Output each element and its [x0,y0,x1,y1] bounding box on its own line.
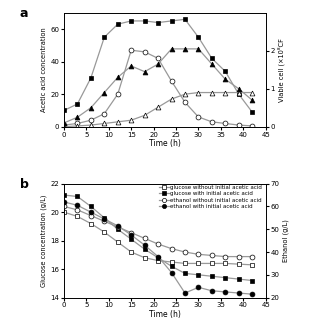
glucose without initial acetic acid [196,261,200,265]
glucose without initial acetic acid [102,230,106,234]
ethanol with initial acetic acid [237,291,241,295]
Line: ethanol with initial acetic acid: ethanol with initial acetic acid [61,199,255,297]
ethanol without initial acetic acid [76,208,79,212]
glucose without initial acetic acid [237,262,241,266]
ethanol with initial acetic acid [62,200,66,204]
ethanol without initial acetic acid [250,255,254,259]
glucose without initial acetic acid [129,250,133,254]
ethanol with initial acetic acid [143,243,147,247]
glucose with initial acetic acid [250,279,254,283]
ethanol without initial acetic acid [89,214,93,218]
glucose without initial acetic acid [143,256,147,260]
ethanol with initial acetic acid [223,290,227,294]
ethanol with initial acetic acid [116,224,120,228]
glucose with initial acetic acid [196,273,200,277]
glucose without initial acetic acid [170,260,173,264]
glucose with initial acetic acid [129,237,133,241]
ethanol without initial acetic acid [223,255,227,259]
Text: b: b [20,178,28,191]
glucose with initial acetic acid [89,204,93,208]
glucose with initial acetic acid [143,247,147,251]
ethanol without initial acetic acid [237,255,241,259]
glucose with initial acetic acid [102,216,106,220]
glucose without initial acetic acid [76,214,79,218]
ethanol with initial acetic acid [250,292,254,296]
Y-axis label: Glucose concentration (g/L): Glucose concentration (g/L) [41,194,47,287]
Line: glucose with initial acetic acid: glucose with initial acetic acid [61,193,255,283]
ethanol without initial acetic acid [102,219,106,223]
glucose with initial acetic acid [237,277,241,281]
ethanol with initial acetic acid [170,271,173,275]
ethanol without initial acetic acid [129,231,133,235]
ethanol without initial acetic acid [143,236,147,240]
glucose without initial acetic acid [223,261,227,265]
ethanol without initial acetic acid [170,247,173,251]
Text: a: a [20,7,28,20]
X-axis label: Time (h): Time (h) [149,310,181,319]
ethanol with initial acetic acid [196,285,200,289]
ethanol with initial acetic acid [76,204,79,207]
ethanol without initial acetic acid [156,242,160,246]
ethanol with initial acetic acid [129,233,133,237]
glucose without initial acetic acid [116,240,120,244]
X-axis label: Time (h): Time (h) [149,139,181,148]
glucose with initial acetic acid [183,271,187,275]
ethanol without initial acetic acid [62,204,66,208]
glucose without initial acetic acid [183,261,187,265]
ethanol with initial acetic acid [102,217,106,221]
glucose with initial acetic acid [156,256,160,260]
glucose with initial acetic acid [116,227,120,231]
glucose without initial acetic acid [156,259,160,262]
glucose with initial acetic acid [210,274,214,278]
ethanol without initial acetic acid [116,225,120,229]
glucose with initial acetic acid [223,276,227,280]
ethanol with initial acetic acid [156,255,160,259]
ethanol with initial acetic acid [210,289,214,293]
glucose without initial acetic acid [210,261,214,265]
ethanol without initial acetic acid [210,253,214,257]
glucose without initial acetic acid [250,263,254,267]
Line: ethanol without initial acetic acid: ethanol without initial acetic acid [61,204,255,259]
glucose with initial acetic acid [76,195,79,198]
glucose with initial acetic acid [170,264,173,268]
glucose without initial acetic acid [89,222,93,226]
ethanol without initial acetic acid [196,252,200,256]
ethanol with initial acetic acid [89,210,93,214]
Line: glucose without initial acetic acid: glucose without initial acetic acid [61,210,255,267]
glucose with initial acetic acid [62,193,66,197]
glucose without initial acetic acid [62,210,66,214]
Y-axis label: Viable cell (×10⁸CF: Viable cell (×10⁸CF [278,38,285,102]
Y-axis label: Ethanol (g/L): Ethanol (g/L) [282,219,289,262]
Y-axis label: Acetic acid concentration: Acetic acid concentration [41,28,47,112]
ethanol without initial acetic acid [183,250,187,254]
Legend: glucose without initial acetic acid, glucose with initial acetic acid, ethanol w: glucose without initial acetic acid, glu… [158,184,263,210]
ethanol with initial acetic acid [183,291,187,295]
